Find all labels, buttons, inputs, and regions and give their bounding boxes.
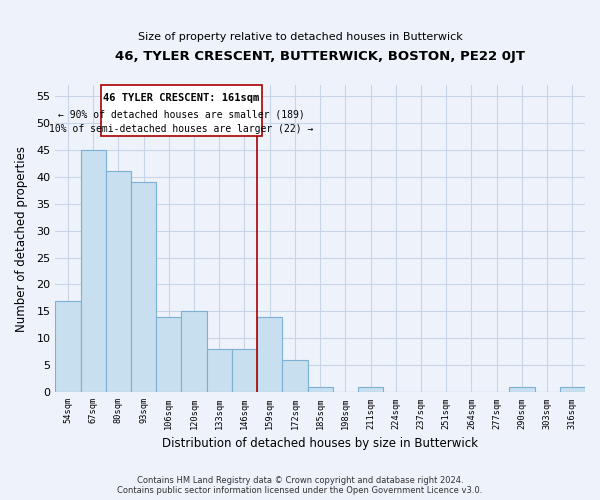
Bar: [509, 387, 535, 392]
Bar: [131, 182, 156, 392]
Y-axis label: Number of detached properties: Number of detached properties: [15, 146, 28, 332]
Bar: [232, 349, 257, 393]
Title: 46, TYLER CRESCENT, BUTTERWICK, BOSTON, PE22 0JT: 46, TYLER CRESCENT, BUTTERWICK, BOSTON, …: [115, 50, 525, 63]
Bar: [55, 300, 80, 392]
Bar: [156, 317, 181, 392]
Text: Contains HM Land Registry data © Crown copyright and database right 2024.
Contai: Contains HM Land Registry data © Crown c…: [118, 476, 482, 495]
Text: ← 90% of detached houses are smaller (189): ← 90% of detached houses are smaller (18…: [58, 110, 305, 120]
Bar: [283, 360, 308, 392]
Bar: [257, 317, 283, 392]
Text: Size of property relative to detached houses in Butterwick: Size of property relative to detached ho…: [137, 32, 463, 42]
Bar: [106, 172, 131, 392]
FancyBboxPatch shape: [101, 85, 262, 136]
Text: 10% of semi-detached houses are larger (22) →: 10% of semi-detached houses are larger (…: [49, 124, 314, 134]
Text: 46 TYLER CRESCENT: 161sqm: 46 TYLER CRESCENT: 161sqm: [103, 93, 260, 103]
X-axis label: Distribution of detached houses by size in Butterwick: Distribution of detached houses by size …: [162, 437, 478, 450]
Bar: [560, 387, 585, 392]
Bar: [206, 349, 232, 393]
Bar: [358, 387, 383, 392]
Bar: [80, 150, 106, 392]
Bar: [181, 312, 206, 392]
Bar: [308, 387, 333, 392]
